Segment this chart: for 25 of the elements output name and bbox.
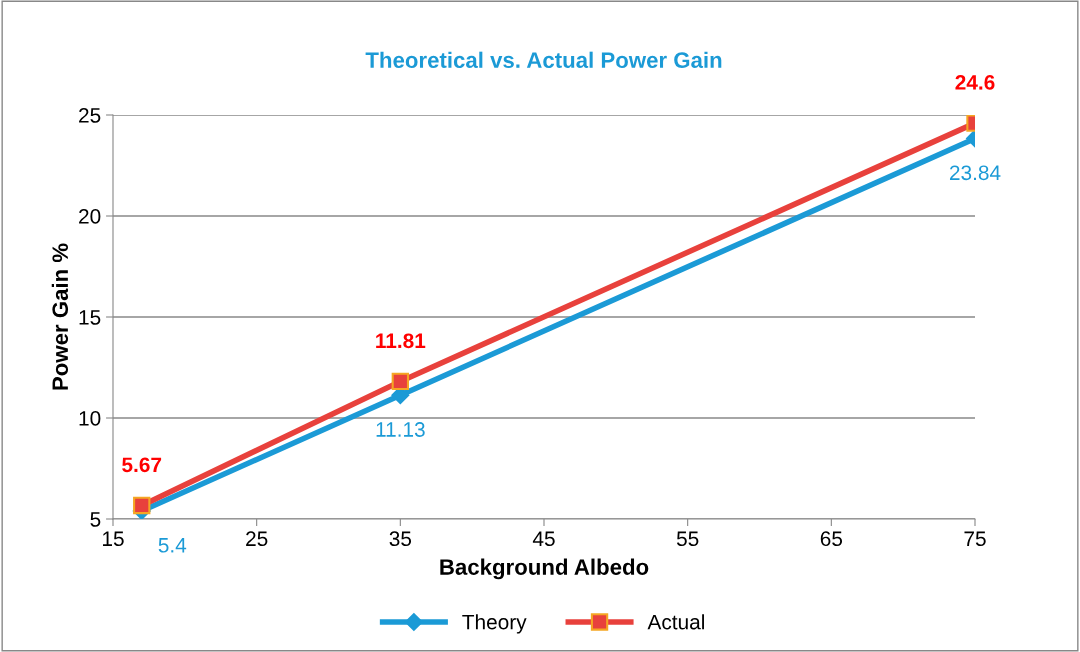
x-tick-label: 25: [246, 531, 268, 547]
x-tick-label: 15: [103, 531, 124, 547]
data-label: 5.67: [122, 457, 162, 473]
data-label: 11.13: [376, 422, 425, 437]
x-tick-label: 35: [389, 531, 412, 547]
x-tick-label: 45: [532, 531, 555, 547]
x-tick-label: 55: [676, 531, 699, 547]
y-tick-label: 15: [79, 310, 101, 325]
legend-label: Actual: [647, 614, 704, 630]
chart-title: Theoretical vs. Actual Power Gain: [365, 51, 722, 68]
y-tick-label: 25: [79, 108, 101, 123]
y-tick-label: 20: [79, 209, 101, 224]
data-label: 24.6: [955, 75, 995, 90]
legend-label: Theory: [462, 614, 527, 634]
data-label: 23.84: [949, 165, 1001, 181]
x-tick-label: 75: [964, 531, 986, 547]
point: [133, 496, 151, 515]
data-label: 5.4: [158, 538, 187, 553]
data-label: 11.81: [376, 333, 426, 349]
x-axis-title: Background Albedo: [440, 558, 649, 580]
point: [391, 372, 410, 391]
y-tick-label: 10: [79, 411, 101, 426]
y-axis-title: Power Gain %: [51, 243, 69, 390]
x-tick-label: 65: [820, 531, 843, 547]
y-tick-label: 5: [90, 512, 101, 527]
